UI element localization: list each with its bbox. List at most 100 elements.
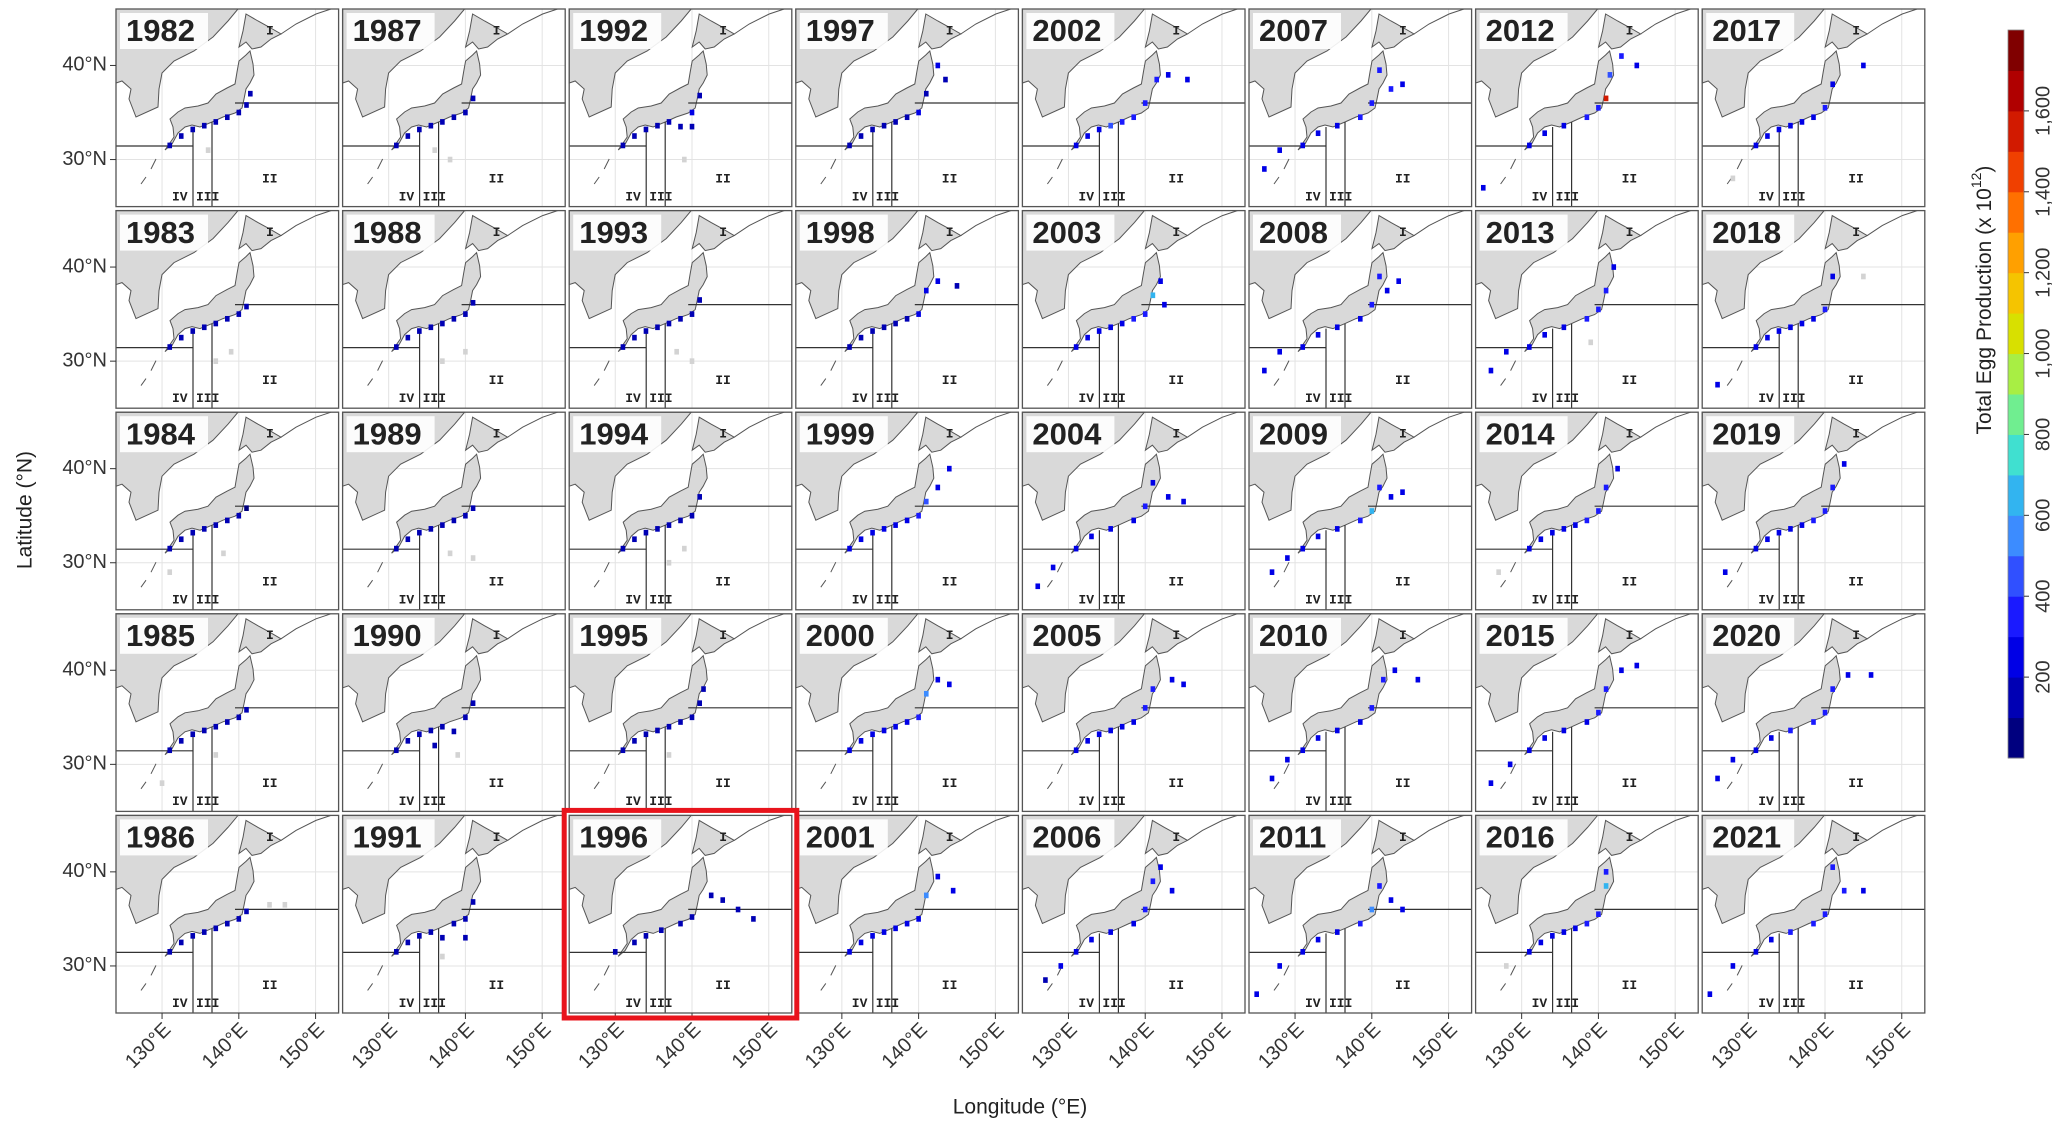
colorbar-step bbox=[2008, 596, 2024, 638]
year-label: 1982 bbox=[126, 13, 195, 48]
region-label: I bbox=[1852, 628, 1860, 643]
y-tick-label: 40°N bbox=[62, 659, 107, 681]
region-label: IV bbox=[852, 794, 868, 809]
cell bbox=[1707, 991, 1713, 998]
year-label: 2004 bbox=[1032, 416, 1102, 451]
cell bbox=[1788, 929, 1793, 935]
region-label: II bbox=[1395, 978, 1411, 993]
cell bbox=[1561, 324, 1567, 331]
year-label-box bbox=[573, 617, 662, 654]
cell bbox=[682, 545, 687, 552]
x-tick-label: 150°E bbox=[1634, 1019, 1688, 1073]
panel-border bbox=[341, 411, 566, 611]
year-label-box bbox=[799, 617, 888, 654]
cell bbox=[432, 742, 438, 749]
colorbar-tick-label: 1,600 bbox=[2032, 86, 2053, 136]
year-label-box bbox=[346, 214, 435, 251]
year-label-box bbox=[573, 416, 662, 453]
cell bbox=[1315, 130, 1321, 137]
year-label: 1989 bbox=[353, 416, 422, 451]
cell bbox=[1830, 864, 1835, 870]
colorbar-tick-label: 600 bbox=[2032, 499, 2053, 532]
cell bbox=[678, 719, 683, 725]
cell bbox=[1150, 292, 1156, 299]
region-label: IV bbox=[625, 391, 641, 406]
region-label: I bbox=[1626, 427, 1634, 442]
cell bbox=[1181, 498, 1186, 505]
colorbar-tick-label: 1,000 bbox=[2032, 329, 2053, 379]
cell bbox=[1388, 494, 1394, 500]
cell bbox=[1496, 569, 1501, 575]
year-label-box bbox=[1026, 617, 1115, 654]
cell bbox=[1788, 727, 1793, 734]
year-label: 2021 bbox=[1712, 820, 1781, 855]
x-tick-label: 150°E bbox=[275, 1019, 329, 1073]
cell bbox=[213, 119, 219, 125]
cell bbox=[1603, 287, 1609, 294]
cell bbox=[1619, 667, 1624, 674]
colorbar-step bbox=[2008, 677, 2024, 719]
region-label: II bbox=[942, 373, 958, 388]
cell bbox=[678, 920, 683, 927]
cell bbox=[1596, 709, 1601, 716]
cell bbox=[689, 512, 695, 519]
cell bbox=[1822, 306, 1828, 313]
year-label-box bbox=[346, 617, 435, 654]
cell bbox=[1799, 320, 1805, 327]
region-label: III bbox=[876, 593, 899, 608]
cell bbox=[1584, 517, 1590, 524]
cell bbox=[201, 929, 207, 935]
cell bbox=[1615, 465, 1620, 472]
cell bbox=[159, 780, 165, 786]
year-label: 1991 bbox=[353, 820, 422, 855]
cell bbox=[935, 873, 941, 880]
cell bbox=[1584, 920, 1590, 927]
region-label: III bbox=[1782, 189, 1805, 204]
cell bbox=[1108, 929, 1113, 935]
region-label: II bbox=[1622, 373, 1638, 388]
colorbar-step bbox=[2008, 191, 2024, 233]
region-label: III bbox=[196, 189, 219, 204]
year-label: 1995 bbox=[579, 618, 648, 653]
year-label-box bbox=[120, 819, 208, 856]
cell bbox=[178, 738, 184, 744]
region-label: II bbox=[262, 776, 278, 791]
cell bbox=[1150, 479, 1156, 486]
region-label: II bbox=[1168, 373, 1184, 388]
cell bbox=[1165, 72, 1171, 78]
region-label: IV bbox=[625, 996, 641, 1011]
cell bbox=[954, 283, 960, 289]
cell bbox=[428, 929, 434, 935]
cell bbox=[916, 916, 921, 922]
region-label: IV bbox=[1532, 391, 1548, 406]
region-label: I bbox=[1852, 225, 1860, 240]
region-label: II bbox=[715, 776, 731, 791]
cell bbox=[1607, 72, 1613, 78]
year-label: 1990 bbox=[353, 618, 422, 653]
cell bbox=[167, 569, 173, 575]
region-label: IV bbox=[172, 996, 188, 1011]
panel-border bbox=[115, 411, 340, 611]
panel-border bbox=[1021, 411, 1246, 611]
cell bbox=[1830, 484, 1835, 491]
cell bbox=[620, 747, 626, 754]
cell bbox=[1142, 906, 1148, 913]
region-label: II bbox=[489, 373, 505, 388]
cell bbox=[893, 320, 898, 327]
cell bbox=[1396, 278, 1401, 284]
cell bbox=[1369, 301, 1375, 308]
region-label: III bbox=[1782, 593, 1805, 608]
cell bbox=[1573, 522, 1578, 528]
panel-border bbox=[568, 411, 793, 611]
region-label: IV bbox=[625, 593, 641, 608]
cell bbox=[916, 714, 921, 721]
region-label: I bbox=[946, 628, 954, 643]
cell bbox=[1611, 264, 1617, 270]
panel-border bbox=[1474, 814, 1699, 1014]
